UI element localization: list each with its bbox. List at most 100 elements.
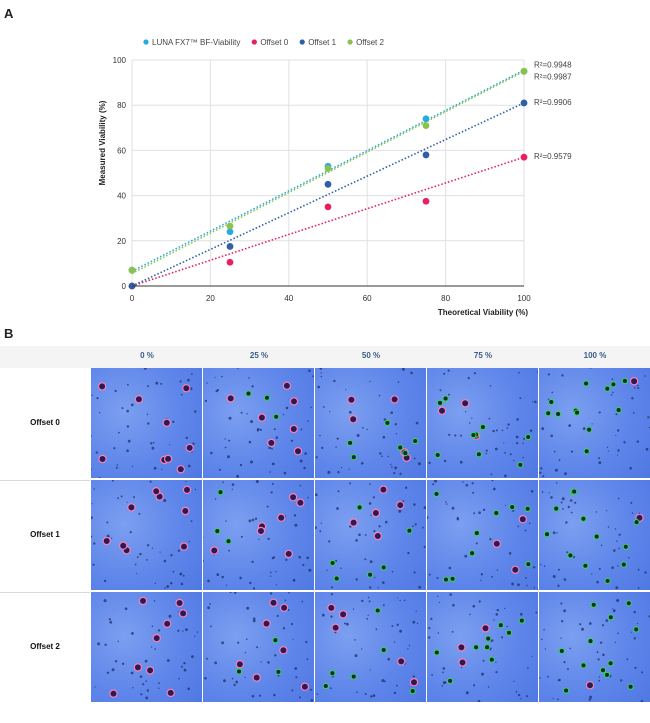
debris-speck (146, 413, 149, 416)
debris-speck (214, 498, 217, 500)
r-squared-labels: R²=0.9948 R²=0.9579 R²=0.9906 R²=0.9987 (534, 60, 572, 161)
debris-speck (126, 409, 129, 413)
debris-speck (399, 599, 401, 602)
cell-overlay (539, 368, 650, 478)
debris-speck (258, 694, 262, 697)
debris-speck (369, 586, 372, 589)
debris-speck (354, 639, 356, 641)
debris-speck (617, 454, 619, 456)
debris-speck (299, 696, 301, 699)
debris-speck (595, 511, 598, 513)
debris-speck (516, 418, 519, 421)
micrograph-tile (315, 592, 426, 702)
debris-speck (394, 423, 397, 426)
live-cell-marker (346, 439, 354, 447)
debris-speck (563, 661, 566, 664)
debris-speck (126, 501, 128, 503)
debris-speck (550, 434, 553, 438)
debris-speck (358, 533, 361, 537)
debris-speck (374, 576, 376, 579)
data-point (520, 99, 528, 107)
debris-speck (330, 593, 333, 596)
live-cell-marker (479, 423, 487, 431)
debris-speck (206, 657, 208, 660)
debris-speck (367, 596, 370, 599)
debris-speck (266, 505, 269, 508)
debris-speck (391, 466, 393, 468)
debris-speck (112, 480, 114, 482)
debris-speck (251, 560, 254, 564)
debris-speck (415, 610, 417, 612)
debris-speck (451, 506, 455, 510)
debris-speck (369, 483, 371, 485)
live-cell-marker (374, 607, 381, 614)
debris-speck (396, 684, 398, 687)
cell-overlay (316, 593, 419, 698)
debris-speck (298, 555, 301, 559)
live-cell-marker (380, 646, 387, 654)
debris-speck (471, 417, 473, 419)
debris-speck (520, 698, 522, 700)
cell-overlay (91, 368, 197, 478)
debris-speck (582, 427, 586, 430)
debris-speck (644, 375, 646, 377)
debris-speck (248, 440, 252, 444)
live-cell-marker (433, 649, 440, 656)
dead-cell-marker (396, 500, 405, 510)
debris-speck (222, 481, 224, 483)
column-header: 50 % (361, 351, 381, 360)
dead-cell-marker (162, 619, 172, 628)
debris-speck (611, 378, 614, 380)
debris-speck (588, 622, 592, 625)
debris-speck (172, 420, 175, 423)
debris-speck (485, 452, 488, 455)
debris-speck (108, 618, 112, 621)
live-cell-marker (582, 380, 590, 387)
debris-speck (416, 622, 419, 625)
debris-speck (462, 481, 464, 483)
debris-speck (567, 505, 570, 509)
debris-speck (536, 371, 538, 373)
debris-speck (620, 679, 623, 682)
debris-speck (290, 622, 293, 626)
debris-speck (598, 679, 601, 682)
dead-cell-marker (293, 446, 303, 456)
dead-cell-marker (461, 399, 470, 408)
debris-speck (138, 512, 141, 515)
debris-speck (224, 446, 227, 449)
debris-speck (248, 519, 252, 523)
debris-speck (570, 511, 573, 514)
debris-speck (191, 373, 193, 375)
live-cell-marker (263, 394, 271, 401)
live-cell-marker (272, 637, 279, 644)
debris-speck (383, 418, 387, 421)
debris-speck (504, 452, 506, 454)
debris-speck (203, 536, 204, 538)
debris-speck (626, 658, 629, 661)
debris-speck (612, 391, 614, 394)
debris-speck (271, 482, 274, 485)
debris-speck (308, 568, 312, 572)
debris-speck (526, 584, 528, 587)
debris-speck (92, 563, 95, 566)
debris-speck (150, 442, 153, 445)
dead-cell-marker (182, 485, 192, 495)
debris-speck (412, 675, 415, 678)
live-cell-marker (483, 644, 491, 651)
live-cell-marker (518, 617, 525, 624)
data-point (226, 258, 234, 266)
debris-speck (637, 587, 640, 589)
debris-speck (285, 406, 289, 410)
debris-speck (172, 570, 175, 573)
dead-cell-marker (162, 418, 172, 428)
debris-speck (534, 400, 537, 404)
micrograph-tile (315, 480, 426, 590)
dead-cell-marker (252, 673, 261, 682)
debris-speck (273, 428, 276, 431)
debris-speck (492, 429, 495, 433)
debris-speck (612, 609, 616, 613)
debris-speck (145, 696, 149, 700)
debris-speck (391, 625, 394, 627)
micrograph-panel: 0 % 25 % 50 % 75 % 100 % Offset 0 Offset 1 Off… (0, 346, 650, 723)
data-point (422, 151, 430, 159)
